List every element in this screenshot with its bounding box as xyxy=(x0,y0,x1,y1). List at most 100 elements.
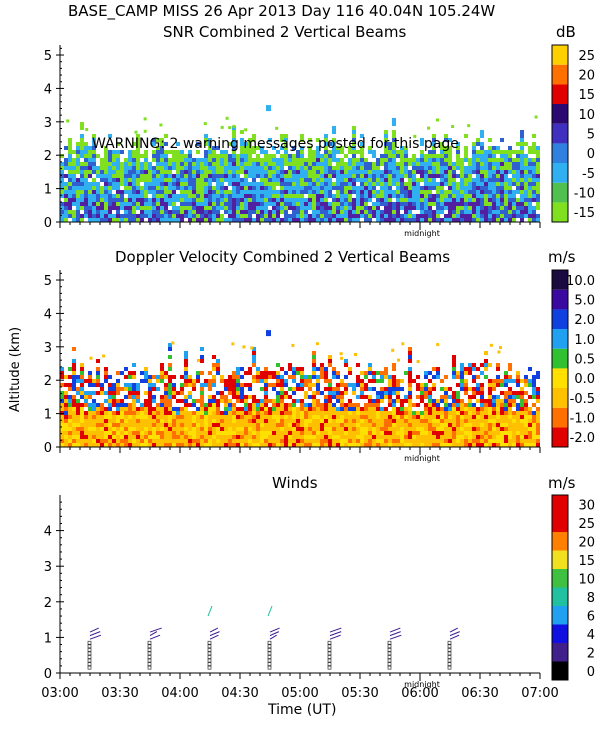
wind-calm-marker xyxy=(87,658,92,663)
velocity-ytick-label: 1 xyxy=(44,408,52,423)
velocity-heatmap xyxy=(60,330,540,447)
snr-colorbar-swatch xyxy=(552,45,568,65)
snr-colorbar-label: 20 xyxy=(578,69,595,84)
wind-calm-marker xyxy=(147,640,152,645)
wind-profile xyxy=(327,627,342,670)
snr-colorbar-label: -15 xyxy=(574,206,595,221)
winds-colorbar-swatch xyxy=(552,532,568,551)
velocity-colorbar-swatch xyxy=(552,348,568,369)
wind-calm-marker xyxy=(327,658,332,663)
velocity-ytick-label: 4 xyxy=(44,307,52,322)
velocity-colorbar-label: -2.0 xyxy=(570,431,595,446)
winds-colorbar-swatch xyxy=(552,643,568,662)
snr-colorbar-swatch xyxy=(552,64,568,85)
wind-calm-marker xyxy=(327,662,332,666)
wind-calm-marker xyxy=(387,640,392,645)
wind-calm-marker xyxy=(327,655,332,659)
winds-colorbar xyxy=(551,494,569,681)
winds-colorbar-swatch xyxy=(552,550,568,569)
wind-profile xyxy=(387,627,402,670)
velocity-colorbar-label: 1.0 xyxy=(574,333,595,348)
wind-calm-marker xyxy=(387,665,392,670)
winds-ytick-label: 3 xyxy=(44,560,52,575)
wind-calm-marker xyxy=(87,648,92,652)
winds-colorbar-swatch xyxy=(552,624,568,643)
wind-calm-marker xyxy=(87,662,92,666)
velocity-colorbar xyxy=(551,269,569,448)
winds-xtick-label: 07:00 xyxy=(521,686,558,701)
wind-calm-marker xyxy=(207,640,212,645)
velocity-ytick-label: 0 xyxy=(44,441,52,456)
velocity-colorbar-swatch xyxy=(552,270,568,290)
wind-barb xyxy=(269,627,280,633)
wind-calm-marker xyxy=(387,651,392,656)
velocity-colorbar-swatch xyxy=(552,427,568,447)
velocity-colorbar-label: 0.5 xyxy=(574,353,595,368)
winds-xtick-label: 05:30 xyxy=(341,686,378,701)
wind-calm-marker xyxy=(267,640,272,645)
wind-barb xyxy=(449,631,460,637)
wind-profile xyxy=(447,627,460,670)
wind-barb xyxy=(329,627,342,633)
wind-calm-marker xyxy=(207,658,212,663)
wind-barb xyxy=(389,631,401,637)
wind-barb xyxy=(269,631,280,637)
snr-ytick-label: 3 xyxy=(44,116,52,131)
snr-colorbar-swatch xyxy=(552,202,568,222)
winds-colorbar-label: 20 xyxy=(578,535,595,550)
winds-xtick-label: 05:00 xyxy=(281,686,318,701)
winds-colorbar-label: 25 xyxy=(578,517,595,532)
wind-profile xyxy=(147,627,162,670)
winds-colorbar-label: 30 xyxy=(578,498,595,513)
wind-calm-marker xyxy=(147,644,152,649)
wind-barb xyxy=(449,634,460,640)
velocity-colorbar-label: 2.0 xyxy=(574,313,595,328)
snr-colorbar-swatch xyxy=(552,182,568,203)
wind-calm-marker xyxy=(387,644,392,649)
wind-calm-marker xyxy=(327,648,332,652)
winds-xtick-label: 04:30 xyxy=(221,686,258,701)
velocity-midnight-label: midnight xyxy=(404,454,440,463)
wind-calm-marker xyxy=(147,662,152,666)
snr-midnight-label: midnight xyxy=(404,229,440,238)
snr-ytick-label: 4 xyxy=(44,82,52,97)
wind-barb xyxy=(209,631,220,637)
winds-colorbar-swatch xyxy=(552,495,568,514)
wind-barb xyxy=(269,634,277,640)
velocity-ytick-label: 3 xyxy=(44,341,52,356)
wind-calm-marker xyxy=(147,665,152,670)
wind-calm-marker xyxy=(327,644,332,649)
wind-barb xyxy=(329,631,342,637)
snr-ytick-label: 2 xyxy=(44,149,52,164)
wind-calm-marker xyxy=(147,648,152,652)
wind-barb xyxy=(89,631,101,637)
wind-calm-marker xyxy=(87,655,92,659)
snr-colorbar-label: 5 xyxy=(587,128,595,143)
wind-profile xyxy=(267,605,280,670)
winds-unit-label: m/s xyxy=(548,474,576,492)
velocity-colorbar-label: 5.0 xyxy=(574,294,595,309)
snr-ytick-label: 0 xyxy=(44,216,52,231)
wind-calm-marker xyxy=(267,648,272,652)
winds-colorbar-label: 4 xyxy=(587,628,595,643)
wind-calm-marker xyxy=(87,665,92,670)
wind-calm-marker xyxy=(447,662,452,666)
velocity-unit-label: m/s xyxy=(548,248,576,266)
winds-colorbar-label: 8 xyxy=(587,591,595,606)
snr-colorbar-swatch xyxy=(552,104,568,124)
wind-calm-marker xyxy=(267,665,272,670)
winds-xtick-label: 03:30 xyxy=(101,686,138,701)
winds-colorbar-swatch xyxy=(552,587,568,606)
wind-calm-marker xyxy=(147,651,152,656)
winds-midnight-label: midnight xyxy=(404,680,440,689)
winds-ytick-label: 2 xyxy=(44,596,52,611)
velocity-colorbar-label: 0.0 xyxy=(574,372,595,387)
winds-colorbar-frame xyxy=(551,494,569,681)
wind-barb xyxy=(89,627,99,633)
wind-calm-marker xyxy=(387,658,392,663)
wind-calm-marker xyxy=(327,651,332,656)
wind-barb xyxy=(207,605,213,617)
velocity-colorbar-swatch xyxy=(552,388,568,408)
wind-calm-marker xyxy=(207,651,212,656)
wind-barb xyxy=(149,631,158,637)
